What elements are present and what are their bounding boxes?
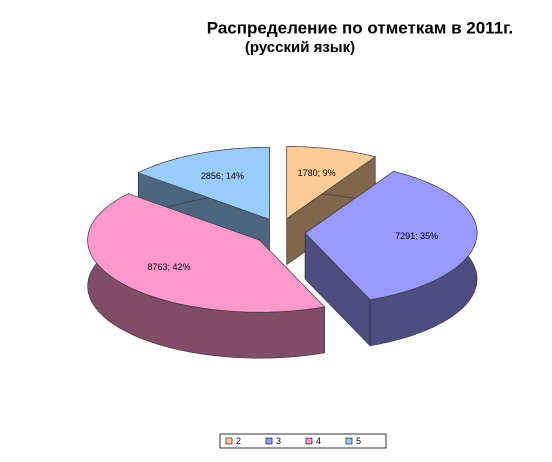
pie-slice (304, 170, 478, 347)
data-label: 2856; 14% (201, 171, 244, 181)
slice-top (286, 146, 376, 220)
data-label: 7291; 35% (395, 231, 438, 241)
data-label: 8763; 42% (148, 262, 191, 272)
chart-title: Распределение по отметкам в 2011г. (207, 18, 514, 37)
slice-top (304, 171, 478, 301)
legend-swatch (265, 437, 273, 445)
legend-label: 3 (276, 436, 281, 446)
legend-swatch (345, 437, 353, 445)
legend-box (219, 433, 387, 449)
slice-top (87, 193, 326, 313)
legend-swatch (225, 437, 233, 445)
legend-label: 4 (316, 436, 321, 446)
legend-label: 5 (356, 436, 361, 446)
data-label: 1780; 9% (298, 168, 336, 178)
pie-slice (87, 193, 326, 359)
slice-top (137, 146, 270, 220)
legend-label: 2 (236, 436, 241, 446)
chart-subtitle: (русский язык) (245, 39, 355, 56)
legend-swatch (305, 437, 313, 445)
